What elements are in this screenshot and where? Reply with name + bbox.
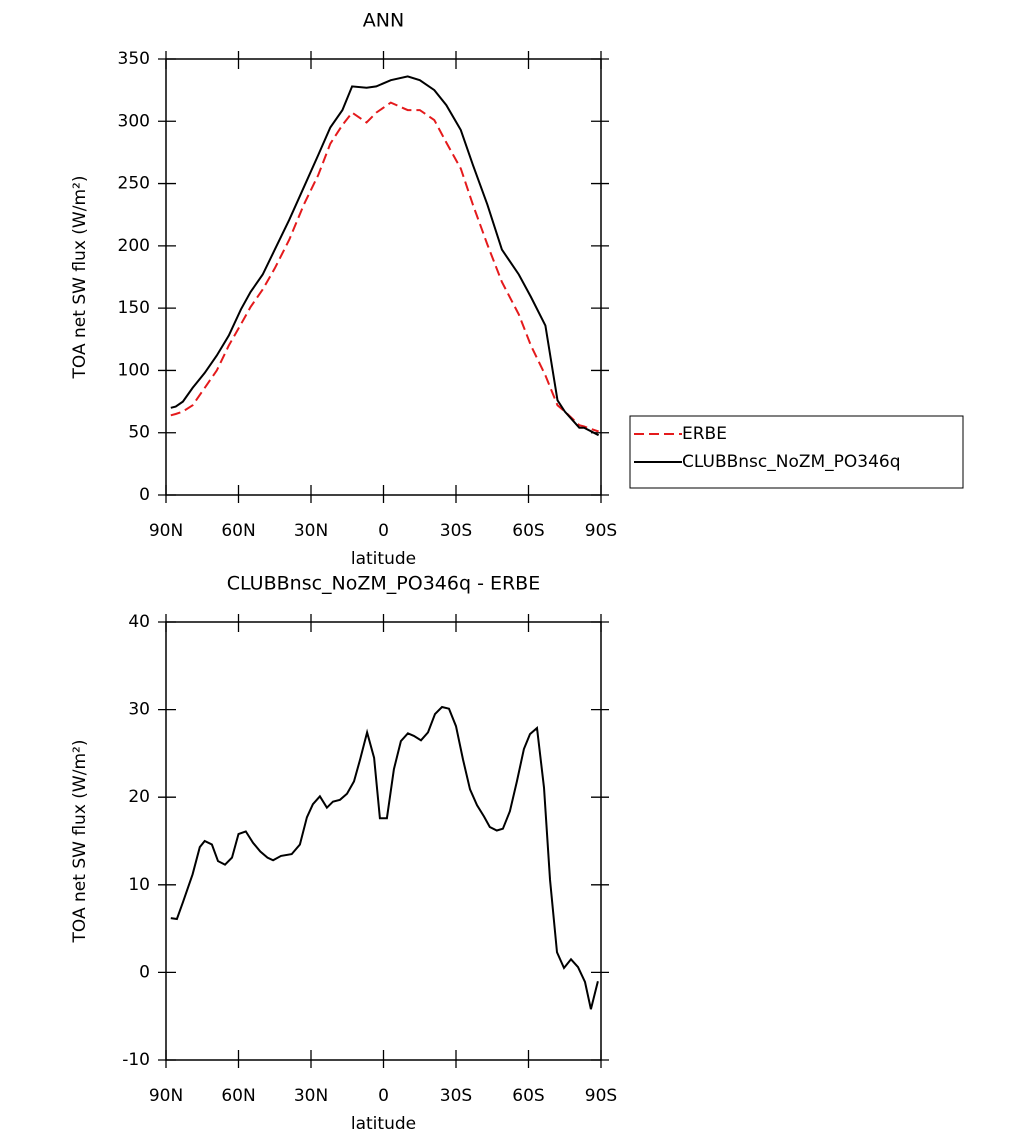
y-tick-label: 40 [128, 612, 150, 632]
y-tick-label: 20 [128, 787, 150, 807]
y-tick-label: -10 [122, 1050, 150, 1070]
x-tick-label: 90N [149, 521, 183, 541]
x-tick-label: 90N [149, 1086, 183, 1106]
y-tick-label: 0 [139, 962, 150, 982]
x-tick-label: 30N [294, 521, 328, 541]
x-axis-label: latitude [351, 1114, 416, 1134]
legend-label: ERBE [682, 424, 727, 444]
x-tick-label: 0 [378, 1086, 389, 1106]
y-tick-label: 300 [118, 111, 150, 131]
y-tick-label: 250 [118, 174, 150, 194]
data-line [170, 75, 600, 437]
y-axis-label: TOA net SW flux (W/m²) [70, 740, 90, 944]
y-tick-label: 100 [118, 360, 150, 380]
data-line [170, 705, 599, 1010]
legend: ERBE CLUBBnsc_NoZM_PO346q [629, 415, 964, 489]
x-tick-label: 30N [294, 1086, 328, 1106]
x-tick-label: 60N [221, 1086, 255, 1106]
x-tick-label: 0 [378, 521, 389, 541]
x-tick-label: 60S [512, 1086, 544, 1106]
y-tick-label: 0 [139, 485, 150, 505]
x-tick-label: 30S [440, 521, 472, 541]
y-tick-label: 30 [128, 700, 150, 720]
y-tick-label: 50 [128, 423, 150, 443]
y-tick-label: 150 [118, 298, 150, 318]
x-tick-label: 60N [221, 521, 255, 541]
x-tick-label: 90S [585, 1086, 617, 1106]
data-line [170, 101, 599, 433]
y-axis-label: TOA net SW flux (W/m²) [70, 176, 90, 380]
chart-title: CLUBBnsc_NoZM_PO346q - ERBE [227, 573, 540, 595]
y-tick-label: 350 [118, 49, 150, 69]
plot-frame [165, 621, 602, 1061]
chart-title: ANN [363, 10, 404, 32]
y-tick-label: 200 [118, 236, 150, 256]
y-tick-label: 10 [128, 875, 150, 895]
x-tick-label: 90S [585, 521, 617, 541]
x-tick-label: 30S [440, 1086, 472, 1106]
plot-frame [165, 58, 602, 496]
x-tick-label: 60S [512, 521, 544, 541]
legend-label: CLUBBnsc_NoZM_PO346q [682, 452, 901, 472]
legend-box [629, 415, 964, 489]
x-axis-label: latitude [351, 549, 416, 569]
